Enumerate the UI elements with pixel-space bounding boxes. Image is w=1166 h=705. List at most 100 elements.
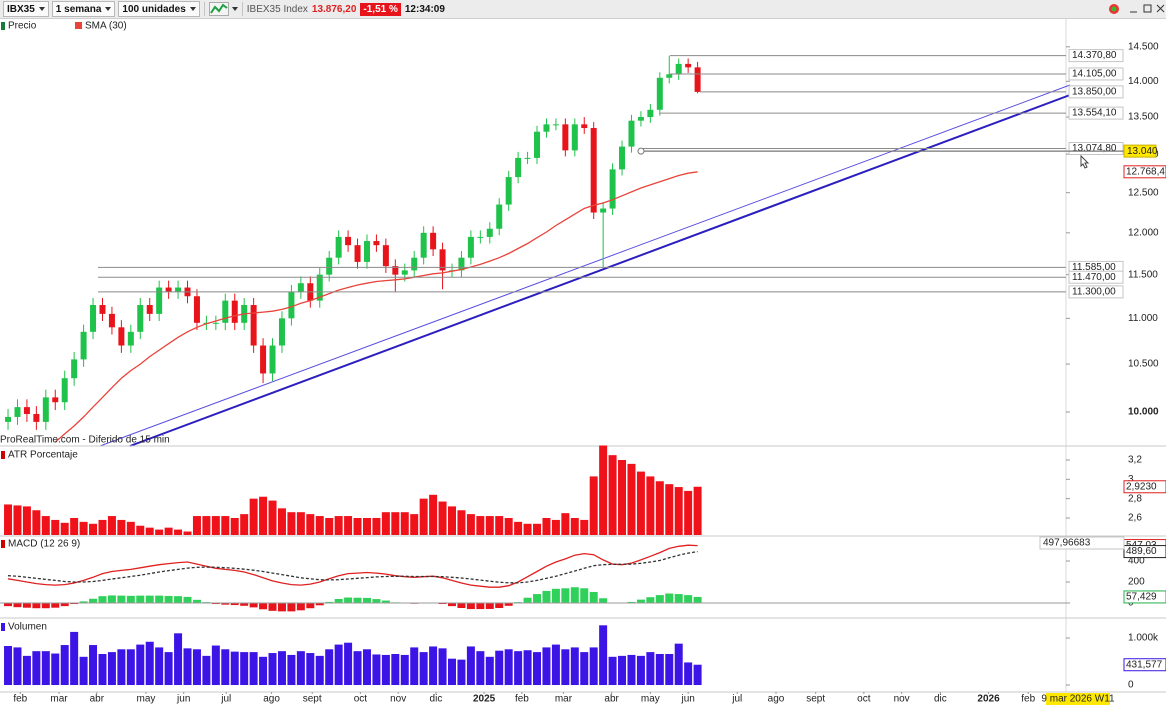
- window-controls[interactable]: [1108, 2, 1166, 16]
- candle-body: [260, 345, 267, 374]
- bar: [523, 650, 532, 686]
- candle-body: [628, 120, 635, 147]
- histogram-bar: [372, 599, 381, 603]
- bar: [504, 517, 513, 535]
- panel-title: ATR Porcentaje: [8, 450, 78, 461]
- bar: [164, 527, 173, 535]
- bar: [13, 505, 22, 535]
- period-select[interactable]: 1 semana: [51, 1, 116, 17]
- candle-body: [99, 305, 106, 314]
- candle-body: [467, 236, 474, 258]
- histogram-bar: [13, 602, 22, 608]
- y-tick-label: 11.000: [1128, 313, 1158, 324]
- bar: [277, 651, 286, 686]
- y-tick-label: 12.500: [1128, 187, 1159, 198]
- bar: [684, 490, 693, 535]
- y-tick-label: 10.000: [1128, 407, 1159, 418]
- bar: [334, 516, 343, 535]
- bar: [145, 527, 154, 535]
- candle-body: [108, 313, 115, 328]
- candle-body: [430, 232, 437, 250]
- chart-type-button[interactable]: [208, 2, 229, 16]
- histogram-bar: [126, 595, 135, 603]
- bar: [608, 455, 617, 535]
- bar: [542, 647, 551, 686]
- candle-body: [637, 117, 644, 121]
- candle-body: [165, 287, 172, 292]
- axis-value-label: 57,429: [1126, 592, 1157, 603]
- histogram-bar: [296, 602, 305, 611]
- y-tick-label: 12.000: [1128, 227, 1159, 238]
- bar: [334, 644, 343, 686]
- bar: [107, 516, 116, 535]
- level-label-box: [1068, 285, 1124, 299]
- histogram-bar: [485, 602, 494, 609]
- bar: [391, 512, 400, 535]
- time: 12:34:09: [404, 3, 445, 15]
- bar: [98, 653, 107, 686]
- bar: [476, 651, 485, 686]
- bar: [599, 625, 608, 686]
- cursor-handle: [637, 147, 645, 155]
- bar: [618, 459, 627, 535]
- candle-body: [42, 397, 49, 422]
- bar: [551, 644, 560, 686]
- bar: [306, 514, 315, 535]
- candle-body: [175, 287, 182, 292]
- y-tick-label: 13.500: [1128, 112, 1159, 123]
- bar: [230, 517, 239, 535]
- histogram-bar: [495, 602, 504, 609]
- candle-body: [392, 266, 399, 275]
- bar: [353, 517, 362, 535]
- bar: [627, 654, 636, 686]
- axis-value-label: 489,60: [1126, 546, 1157, 557]
- axis-value-label: 12.768,47: [1126, 166, 1166, 177]
- candle-body: [250, 305, 257, 346]
- bar: [155, 529, 164, 535]
- bar: [410, 514, 419, 535]
- bar: [32, 651, 41, 686]
- histogram-bar: [4, 602, 13, 607]
- bar: [268, 653, 277, 686]
- y-tick-label: 2,8: [1128, 493, 1142, 504]
- bar: [249, 498, 258, 535]
- histogram-bar: [32, 602, 41, 609]
- candle-body: [458, 257, 465, 271]
- histogram-bar: [457, 602, 466, 609]
- bar: [211, 516, 220, 535]
- bar: [570, 647, 579, 686]
- bar: [89, 645, 98, 686]
- x-tick-label: feb: [1021, 694, 1035, 705]
- ticker-select[interactable]: IBX35: [3, 1, 49, 17]
- bar: [353, 651, 362, 686]
- level-label: 14.105,00: [1072, 69, 1117, 80]
- bar: [70, 517, 79, 535]
- axis-value-box: [1123, 480, 1166, 494]
- histogram-bar: [41, 602, 50, 609]
- units-select[interactable]: 100 unidades: [118, 1, 200, 17]
- bar: [174, 529, 183, 535]
- x-tick-label: mar: [555, 694, 573, 705]
- bar: [627, 463, 636, 535]
- histogram-bar: [117, 595, 126, 603]
- candle-body: [590, 128, 597, 213]
- bar: [542, 517, 551, 535]
- mouse-cursor: [1080, 154, 1090, 169]
- readout-box: [1039, 536, 1125, 550]
- candle-body: [335, 236, 342, 258]
- candle-body: [552, 124, 559, 126]
- x-tick-label: jul: [220, 694, 231, 705]
- histogram-bar: [523, 597, 532, 603]
- series-line: [7, 544, 698, 588]
- bar: [136, 644, 145, 686]
- bar: [183, 648, 192, 686]
- bar: [126, 649, 135, 686]
- y-tick-label: 0: [1128, 680, 1134, 691]
- bar: [60, 645, 69, 686]
- bar: [523, 523, 532, 535]
- cursor-date: 9 mar 2026 W11: [1041, 694, 1115, 705]
- bar: [561, 649, 570, 686]
- x-tick-label: oct: [354, 694, 368, 705]
- histogram-bar: [277, 602, 286, 612]
- candle-body: [231, 300, 238, 323]
